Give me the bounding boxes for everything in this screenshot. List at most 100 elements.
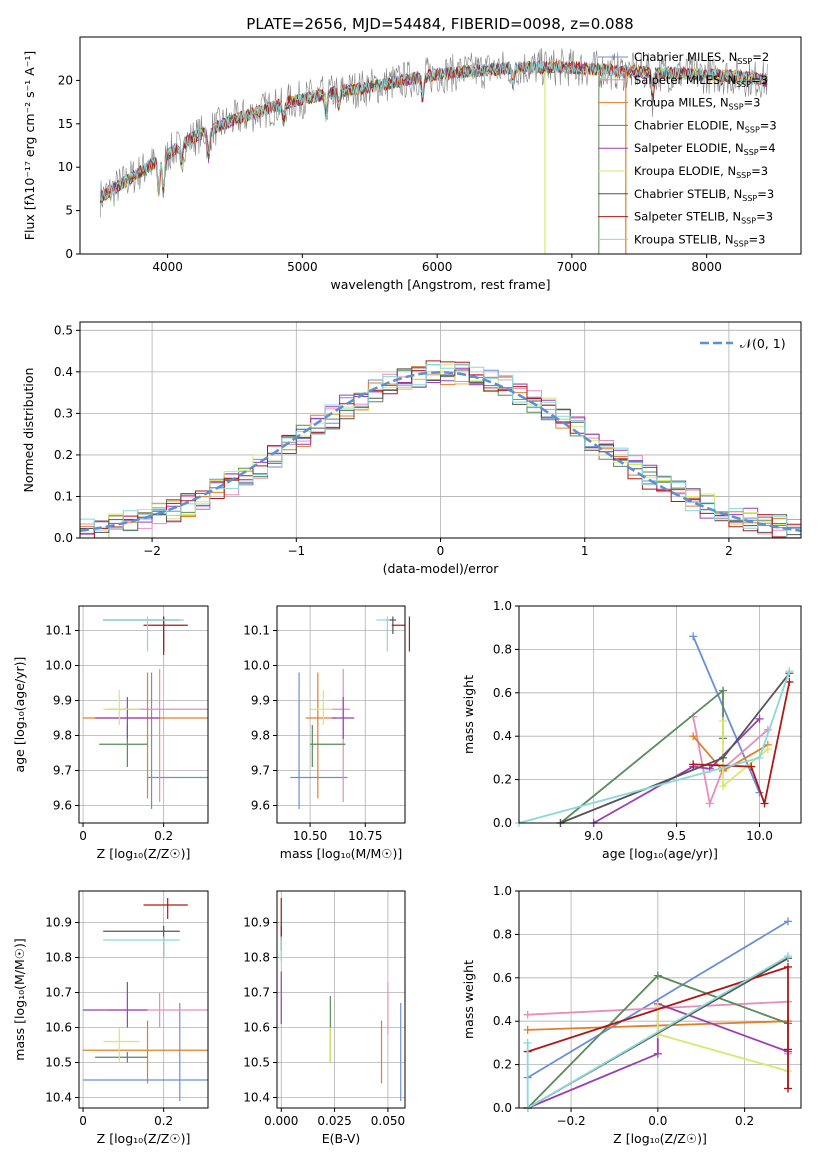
y-tick-label: 10.0 bbox=[45, 659, 72, 673]
legend-entry: Kroupa ELODIE, NSSP=3 bbox=[634, 164, 768, 180]
x-tick-label: 10.50 bbox=[293, 829, 327, 843]
figure-title: PLATE=2656, MJD=54484, FIBERID=0098, z=0… bbox=[246, 15, 633, 33]
x-tick-label: 9.5 bbox=[667, 829, 686, 843]
legend-subscript: SSP bbox=[734, 239, 749, 248]
y-tick-label: 0.4 bbox=[493, 1014, 512, 1028]
weight-point-marker bbox=[719, 717, 728, 726]
y-tick-label: 0.6 bbox=[493, 971, 512, 985]
y-tick-label: 0.4 bbox=[493, 729, 512, 743]
y-axis-label: mass [log₁₀(M/M☉)] bbox=[12, 938, 27, 1060]
x-tick-label: −0.2 bbox=[556, 1114, 585, 1128]
x-tick-label: 0.000 bbox=[264, 1114, 298, 1128]
y-tick-label: 0.8 bbox=[493, 927, 512, 941]
legend-entry: Kroupa MILES, NSSP=3 bbox=[634, 96, 760, 112]
y-axis-label: mass weight bbox=[461, 960, 476, 1039]
x-tick-label: 10.0 bbox=[746, 829, 773, 843]
x-tick-label: −2 bbox=[143, 544, 161, 558]
x-tick-label: 0 bbox=[437, 544, 445, 558]
weight-point-marker bbox=[763, 745, 772, 754]
weight-point-marker bbox=[719, 782, 728, 791]
legend-entry: Salpeter STELIB, NSSP=3 bbox=[634, 210, 773, 226]
y-tick-label: 0.2 bbox=[493, 1058, 512, 1072]
y-tick-label: 9.7 bbox=[251, 764, 270, 778]
legend-entry: Chabrier STELIB, NSSP=3 bbox=[634, 187, 774, 203]
weight-point-marker bbox=[783, 917, 792, 926]
x-tick-label: 6000 bbox=[422, 260, 453, 274]
legend-count: =3 bbox=[760, 118, 777, 132]
y-tick-label: 10.4 bbox=[243, 1091, 270, 1105]
legend-subscript: SSP bbox=[741, 217, 756, 226]
weight-point-marker bbox=[523, 1038, 532, 1047]
age-vs-metallicity-panel: 0 0.2 9.6 9.7 9.8 9.9 10.0 10.1 Z [log₁₀(Z/Z☉)] a… bbox=[12, 605, 209, 861]
x-tick-label: 0.2 bbox=[154, 829, 173, 843]
y-tick-label: 0.2 bbox=[54, 448, 73, 462]
weight-series-line bbox=[527, 965, 789, 1089]
legend-entry: Salpeter ELODIE, NSSP=4 bbox=[634, 141, 776, 157]
legend-subscript: SSP bbox=[745, 125, 760, 134]
axes-frame bbox=[276, 890, 406, 1109]
axes-frame bbox=[518, 890, 802, 1109]
residual-histogram bbox=[80, 360, 801, 539]
weight-point-marker bbox=[783, 952, 792, 961]
weight-point-marker bbox=[785, 667, 794, 676]
x-tick-label: 0.2 bbox=[154, 1114, 173, 1128]
x-axis-label: wavelength [Angstrom, rest frame] bbox=[330, 277, 550, 292]
weight-point-marker bbox=[689, 732, 698, 741]
x-tick-label: 0 bbox=[79, 829, 87, 843]
y-tick-label: 10.6 bbox=[45, 1021, 72, 1035]
weight-vs-metallicity-panel: −0.2 0.0 0.2 0.0 0.2 0.4 0.6 0.8 1.0 Z [log₁₀(Z/Z… bbox=[461, 884, 802, 1146]
y-tick-label: 0.1 bbox=[54, 489, 73, 503]
weight-point-marker bbox=[523, 1010, 532, 1019]
x-tick-label: 0.2 bbox=[735, 1114, 754, 1128]
legend-count: =4 bbox=[759, 141, 776, 155]
residual-histogram-panel: −2 −1 0 1 2 0.0 0.1 0.2 0.3 0.4 0.5 (data-model)/er… bbox=[21, 321, 802, 576]
y-tick-label: 0.8 bbox=[493, 642, 512, 656]
y-tick-label: 10.9 bbox=[243, 916, 270, 930]
y-tick-label: 9.7 bbox=[53, 764, 72, 778]
y-tick-label: 10.5 bbox=[243, 1056, 270, 1070]
x-tick-label: 5000 bbox=[287, 260, 318, 274]
x-axis-label: age [log₁₀(age/yr)] bbox=[602, 846, 718, 861]
legend-entry: 𝒩(0, 1) bbox=[740, 336, 786, 351]
y-axis-label: age [log₁₀(age/yr)] bbox=[12, 657, 27, 773]
axes-frame bbox=[276, 605, 406, 824]
x-tick-label: 0 bbox=[79, 1114, 87, 1128]
y-tick-label: 9.9 bbox=[251, 694, 270, 708]
y-tick-label: 10 bbox=[58, 160, 73, 174]
age-vs-mass-panel: 10.50 10.75 9.6 9.7 9.8 9.9 10.0 10.1 mass [log₁… bbox=[243, 605, 411, 861]
x-tick-label: 10.75 bbox=[348, 829, 382, 843]
legend-count: =3 bbox=[744, 96, 761, 110]
y-tick-label: 1.0 bbox=[493, 884, 512, 898]
weight-series-line bbox=[693, 681, 791, 807]
y-tick-label: 10.6 bbox=[243, 1021, 270, 1035]
x-axis-label: (data-model)/error bbox=[383, 561, 500, 576]
weight-point-marker bbox=[653, 1049, 662, 1058]
y-tick-label: 0.0 bbox=[493, 816, 512, 830]
weight-point-marker bbox=[653, 971, 662, 980]
x-tick-label: 9.0 bbox=[584, 829, 603, 843]
legend-count: =3 bbox=[749, 232, 766, 246]
y-tick-label: 10.7 bbox=[243, 986, 270, 1000]
legend-subscript: SSP bbox=[742, 194, 757, 203]
weight-point-marker bbox=[785, 677, 794, 686]
y-tick-label: 10.1 bbox=[45, 624, 72, 638]
x-axis-label: Z [log₁₀(Z/Z☉)] bbox=[613, 1131, 707, 1146]
weight-point-marker bbox=[689, 632, 698, 641]
weight-series-line bbox=[560, 672, 791, 824]
model-spectrum-line bbox=[99, 61, 768, 202]
weight-point-marker bbox=[523, 1025, 532, 1034]
x-tick-label: 4000 bbox=[152, 260, 183, 274]
x-tick-label: 0.050 bbox=[371, 1114, 405, 1128]
legend-subscript: SSP bbox=[744, 148, 759, 157]
y-tick-label: 1.0 bbox=[493, 599, 512, 613]
axes-frame bbox=[518, 605, 802, 824]
legend-entry: Salpeter MILES, NSSP=3 bbox=[634, 73, 768, 89]
legend-subscript: SSP bbox=[736, 171, 751, 180]
y-tick-label: 9.8 bbox=[251, 729, 270, 743]
weight-point-marker bbox=[783, 962, 792, 971]
x-tick-label: 7000 bbox=[557, 260, 588, 274]
mass-vs-metallicity-panel: 0 0.2 10.4 10.5 10.6 10.7 10.8 10.9 Z [log₁₀(Z/Z… bbox=[12, 890, 209, 1146]
weight-point-marker bbox=[719, 753, 728, 762]
spectrum-panel: 4000 5000 6000 7000 8000 0 5 10 15 20 wavelength [… bbox=[22, 36, 802, 292]
weight-point-marker bbox=[783, 1045, 792, 1054]
